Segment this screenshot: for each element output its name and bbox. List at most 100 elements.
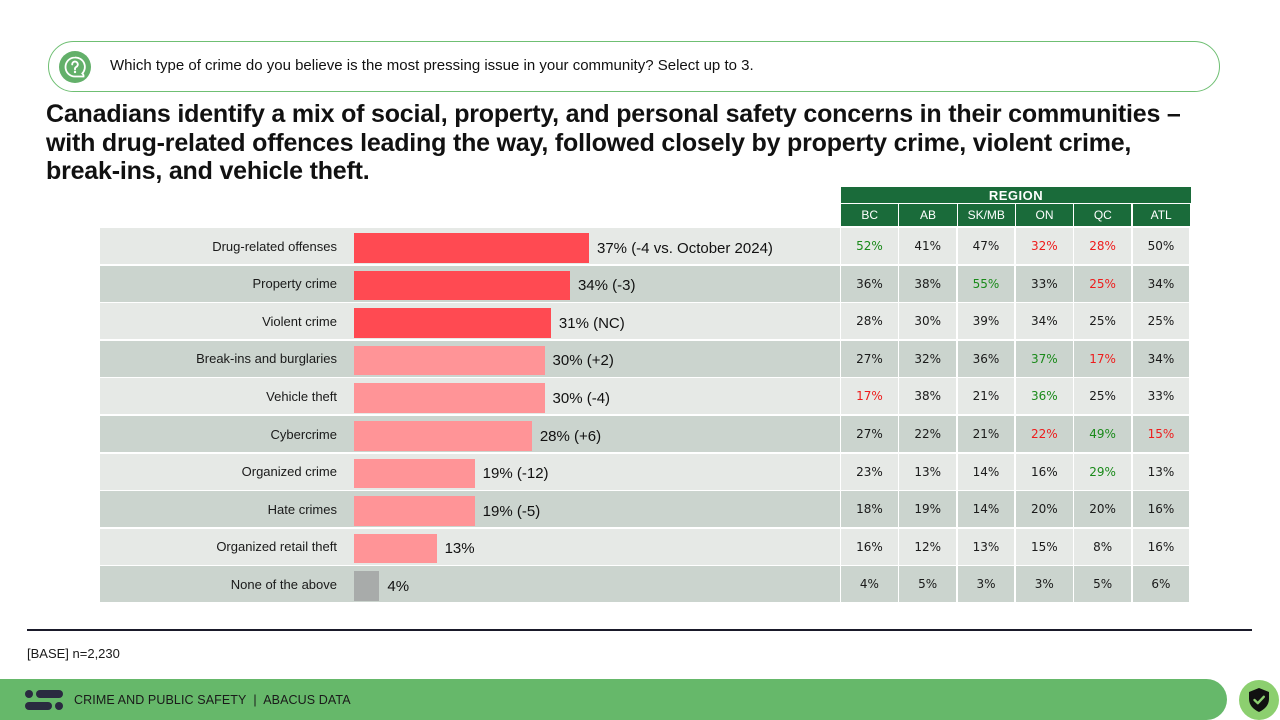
table-cell: 13% xyxy=(957,528,1015,565)
table-cell: 13% xyxy=(899,453,957,490)
data-label: 30% (-4) xyxy=(552,389,611,407)
table-cell: 3% xyxy=(1015,566,1073,603)
table-cell: 14% xyxy=(957,491,1015,528)
table-cell: 28% xyxy=(1074,228,1131,264)
column-header: AB xyxy=(899,204,957,226)
question-box: Which type of crime do you believe is th… xyxy=(48,41,1220,92)
table-cell: 8% xyxy=(1074,528,1131,565)
data-label: 19% (-5) xyxy=(482,502,541,520)
data-label: 34% (-3) xyxy=(577,277,636,295)
table-cell: 19% xyxy=(899,491,957,528)
chart-row: None of the above 4% xyxy=(100,566,840,603)
bar xyxy=(354,571,380,601)
table-cell: 37% xyxy=(1015,340,1073,377)
bar xyxy=(354,496,475,526)
table-cell: 16% xyxy=(1015,453,1073,490)
footer-divider xyxy=(27,629,1252,631)
column-header: BC xyxy=(841,204,899,226)
column-header: SK/MB xyxy=(957,204,1015,226)
table-cell: 29% xyxy=(1074,453,1131,490)
abacus-logo-icon xyxy=(24,689,64,711)
table-cell: 20% xyxy=(1015,491,1073,528)
data-label: 19% (-12) xyxy=(482,465,549,483)
page-title: Canadians identify a mix of social, prop… xyxy=(46,100,1181,185)
table-cell: 39% xyxy=(957,303,1015,340)
category-label: Drug-related offenses xyxy=(212,238,337,254)
bar xyxy=(354,458,475,489)
column-header: QC xyxy=(1074,204,1132,226)
question-text: Which type of crime do you believe is th… xyxy=(110,57,754,74)
chart-row: Organized crime 19% (-12) xyxy=(100,453,840,490)
table-cell: 15% xyxy=(1132,416,1190,452)
footer-bar xyxy=(0,679,1227,720)
category-label: Vehicle theft xyxy=(266,388,337,404)
chart-row: Organized retail theft 13% xyxy=(100,528,840,565)
chart-row: Hate crimes 19% (-5) xyxy=(100,491,840,528)
table-cell: 21% xyxy=(957,416,1015,452)
footer-text: CRIME AND PUBLIC SAFETY | ABACUS DATA xyxy=(74,693,351,707)
table-cell: 18% xyxy=(841,491,898,528)
table-cell: 27% xyxy=(841,340,898,377)
bar xyxy=(354,270,570,301)
table-cell: 33% xyxy=(1132,378,1190,415)
table-cell: 27% xyxy=(841,416,898,452)
table-cell: 49% xyxy=(1074,416,1131,452)
chart-row: Break-ins and burglaries 30% (+2) xyxy=(100,340,840,377)
table-cell: 20% xyxy=(1074,491,1131,528)
table-cell: 21% xyxy=(957,378,1015,415)
data-label: 30% (+2) xyxy=(552,352,614,370)
bar xyxy=(354,308,551,338)
data-label: 28% (+6) xyxy=(539,427,602,445)
table-cell: 22% xyxy=(899,416,957,452)
category-label: Violent crime xyxy=(262,313,337,329)
shield-check-icon xyxy=(1239,680,1279,720)
data-label: 31% (NC) xyxy=(558,314,625,332)
chart-row: Drug-related offenses 37% (-4 vs. October… xyxy=(100,228,840,264)
data-label: 4% xyxy=(387,577,410,595)
table-cell: 36% xyxy=(957,340,1015,377)
table-cell: 50% xyxy=(1132,228,1190,264)
category-label: Organized crime xyxy=(241,464,337,480)
table-cell: 32% xyxy=(899,340,957,377)
table-cell: 16% xyxy=(841,528,898,565)
table-cell: 34% xyxy=(1015,303,1073,340)
bar xyxy=(354,533,437,564)
table-cell: 17% xyxy=(841,378,898,415)
table-cell: 38% xyxy=(899,265,957,302)
table-cell: 13% xyxy=(1132,453,1190,490)
table-cell: 23% xyxy=(841,453,898,490)
table-cell: 14% xyxy=(957,453,1015,490)
question-bubble-icon xyxy=(59,51,91,83)
table-cell: 36% xyxy=(1015,378,1073,415)
column-header: ON xyxy=(1015,204,1074,226)
table-cell: 16% xyxy=(1132,491,1190,528)
column-header: ATL xyxy=(1132,204,1190,226)
category-label: Cybercrime xyxy=(270,426,337,442)
table-cell: 30% xyxy=(899,303,957,340)
table-cell: 36% xyxy=(841,265,898,302)
bar-chart: Drug-related offenses 37% (-4 vs. October… xyxy=(100,228,1192,604)
table-cell: 16% xyxy=(1132,528,1190,565)
data-label: 13% xyxy=(444,540,475,558)
bar xyxy=(354,383,545,413)
table-cell: 5% xyxy=(899,566,957,603)
table-cell: 4% xyxy=(841,566,898,603)
table-cell: 17% xyxy=(1074,340,1131,377)
table-cell: 55% xyxy=(957,265,1015,302)
table-cell: 52% xyxy=(841,228,898,264)
table-cell: 25% xyxy=(1132,303,1190,340)
table-cell: 32% xyxy=(1015,228,1073,264)
region-header: REGION xyxy=(841,187,1191,203)
table-cell: 15% xyxy=(1015,528,1073,565)
table-cell: 38% xyxy=(899,378,957,415)
table-cell: 5% xyxy=(1074,566,1131,603)
chart-row: Violent crime 31% (NC) xyxy=(100,303,840,340)
table-cell: 3% xyxy=(957,566,1015,603)
category-label: Break-ins and burglaries xyxy=(196,351,337,367)
table-cell: 25% xyxy=(1074,303,1131,340)
table-cell: 12% xyxy=(899,528,957,565)
table-cell: 33% xyxy=(1015,265,1073,302)
table-cell: 28% xyxy=(841,303,898,340)
bar xyxy=(354,233,589,263)
category-label: None of the above xyxy=(230,576,337,592)
